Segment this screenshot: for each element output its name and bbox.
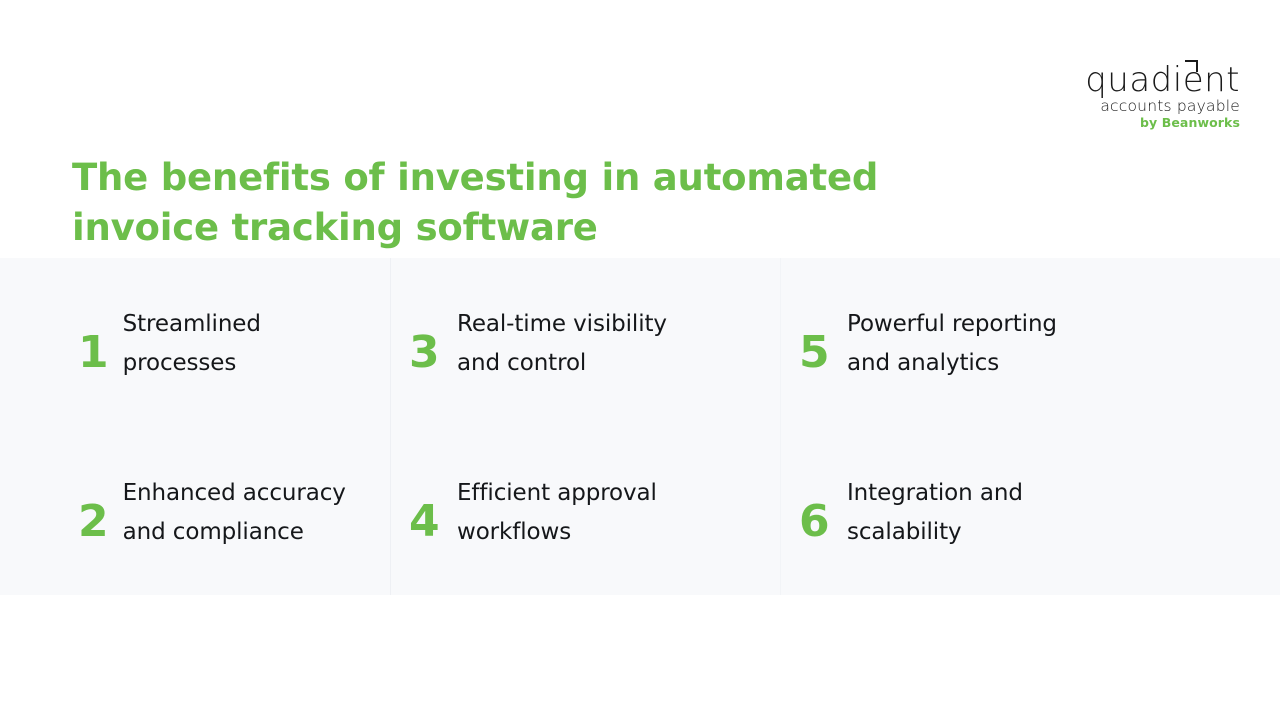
benefit-label-3: Real-time visibility and control (457, 311, 667, 377)
quadient-tick-icon (1185, 60, 1198, 72)
benefit-number-6: 6 (799, 495, 830, 547)
benefit-item-5: 5 Powerful reporting and analytics (780, 258, 1280, 427)
benefits-panel: 1 Streamlined processes 3 Real-time visi… (0, 258, 1280, 595)
benefit-number-3: 3 (409, 327, 440, 379)
benefit-label-6: Integration and scalability (847, 479, 1023, 545)
benefit-item-3: 3 Real-time visibility and control (390, 258, 780, 427)
logo-wordmark-text: quadient (1085, 60, 1240, 100)
benefit-number-4: 4 (409, 495, 440, 547)
benefit-label-2: Enhanced accuracy and compliance (122, 479, 346, 545)
benefit-item-4: 4 Efficient approval workflows (390, 426, 780, 595)
benefit-number-1: 1 (78, 327, 109, 379)
page-title-line-1: The benefits of investing in automated (72, 155, 879, 199)
page-title: The benefits of investing in automated i… (72, 153, 879, 253)
logo-wordmark: quadient (1070, 60, 1240, 100)
benefit-item-2: 2 Enhanced accuracy and compliance (0, 427, 390, 596)
benefit-label-5: Powerful reporting and analytics (847, 311, 1057, 377)
benefit-number-5: 5 (799, 327, 830, 379)
logo-subtitle: accounts payable (1100, 96, 1240, 115)
benefit-item-1: 1 Streamlined processes (0, 258, 390, 427)
benefit-label-4: Efficient approval workflows (457, 479, 657, 545)
quadient-logo: quadient accounts payable by Beanworks (1070, 60, 1240, 131)
benefit-number-2: 2 (78, 495, 109, 547)
logo-byline: by Beanworks (1139, 115, 1240, 131)
benefit-item-6: 6 Integration and scalability (780, 426, 1280, 595)
benefit-label-1: Streamlined processes (122, 311, 261, 377)
page-title-line-2: invoice tracking software (72, 205, 598, 249)
benefits-grid: 1 Streamlined processes 3 Real-time visi… (0, 258, 1280, 595)
